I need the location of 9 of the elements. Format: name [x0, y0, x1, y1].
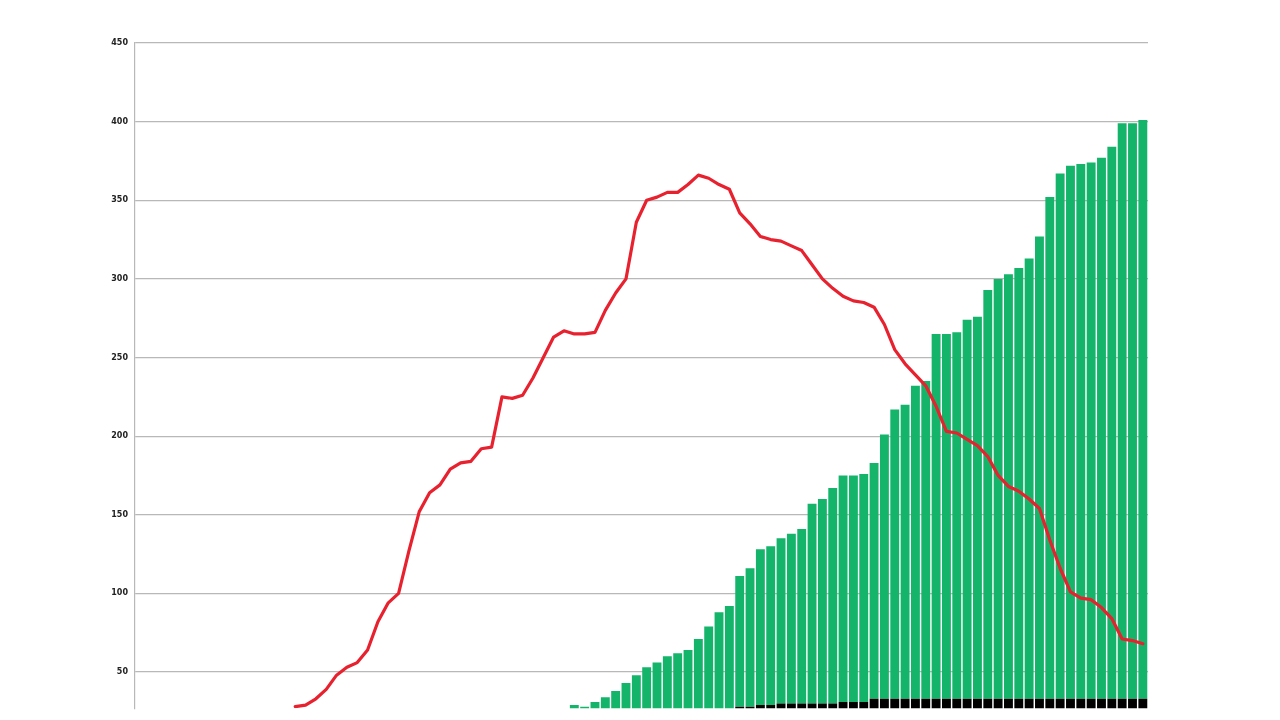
y-tick-label: 300: [111, 273, 129, 283]
y-tick-label: 100: [111, 588, 129, 598]
y-tick-label: 400: [111, 116, 129, 126]
y-tick-label: 350: [111, 195, 129, 205]
y-tick-label: 250: [111, 352, 129, 362]
y-tick-label: 450: [111, 38, 129, 48]
y-tick-label: 150: [111, 509, 129, 519]
y-tick-label: 200: [111, 431, 129, 441]
y-tick-label: 50: [116, 667, 129, 677]
